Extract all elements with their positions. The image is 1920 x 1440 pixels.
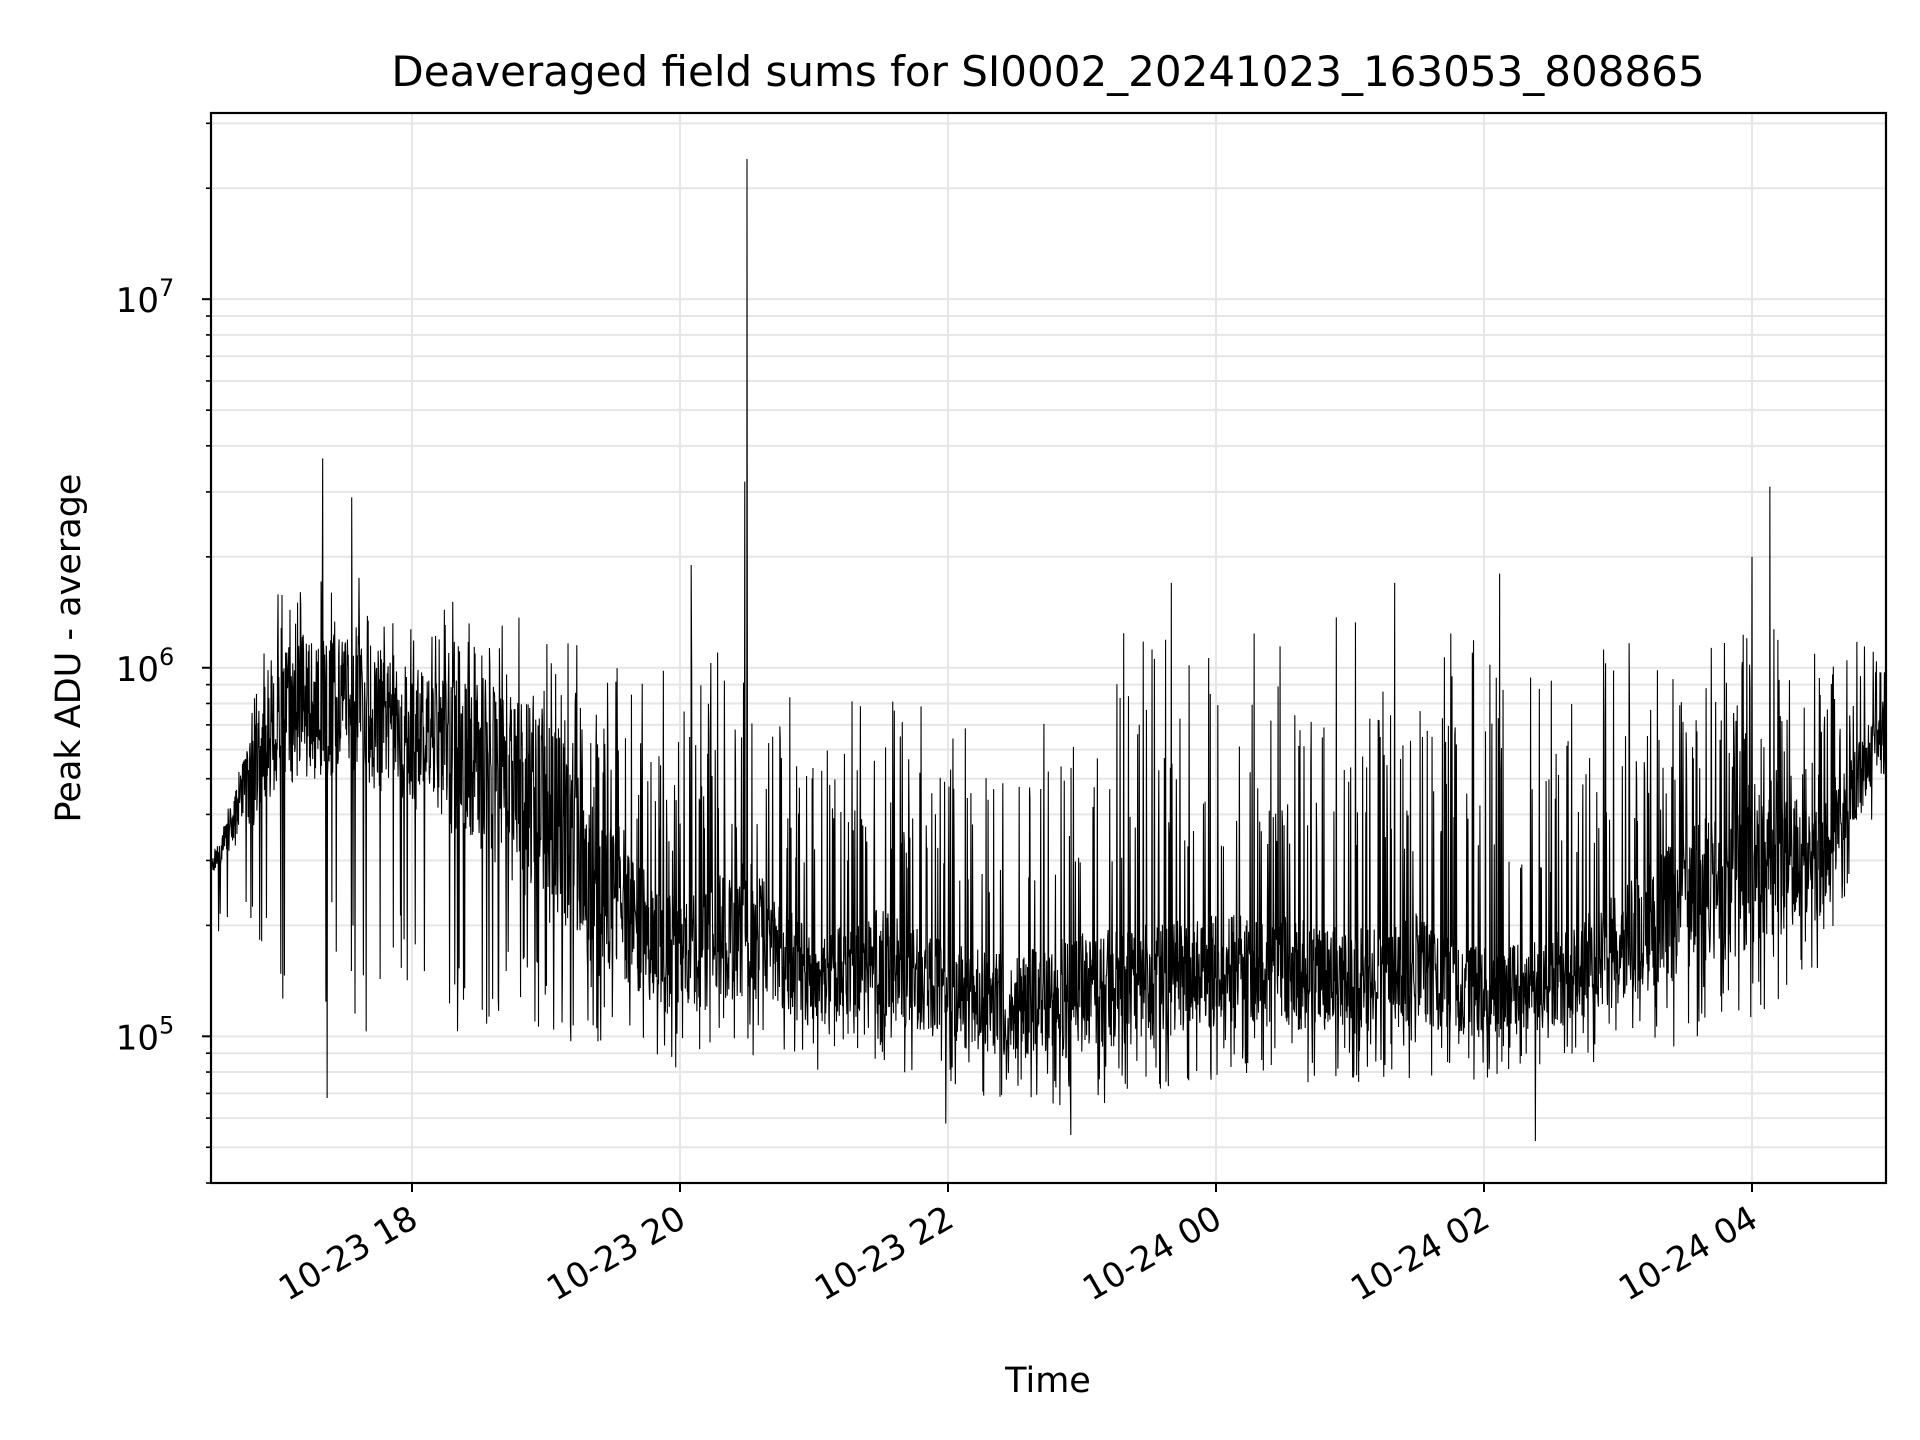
y-tick-label: 107 <box>116 274 175 321</box>
series-line <box>210 159 1887 1142</box>
plot-frame <box>209 111 1888 1185</box>
y-tick-label: 105 <box>116 1011 175 1058</box>
y-axis-label: Peak ADU - average <box>49 474 89 823</box>
y-tick-labels: 105 106 107 <box>116 274 175 1058</box>
series-layer <box>210 159 1887 1142</box>
ticks <box>202 122 1753 1192</box>
chart-title: Deaveraged field sums for SI0002_2024102… <box>391 47 1704 96</box>
x-axis-label: Time <box>1004 1361 1091 1401</box>
y-tick-label: 106 <box>116 643 175 690</box>
